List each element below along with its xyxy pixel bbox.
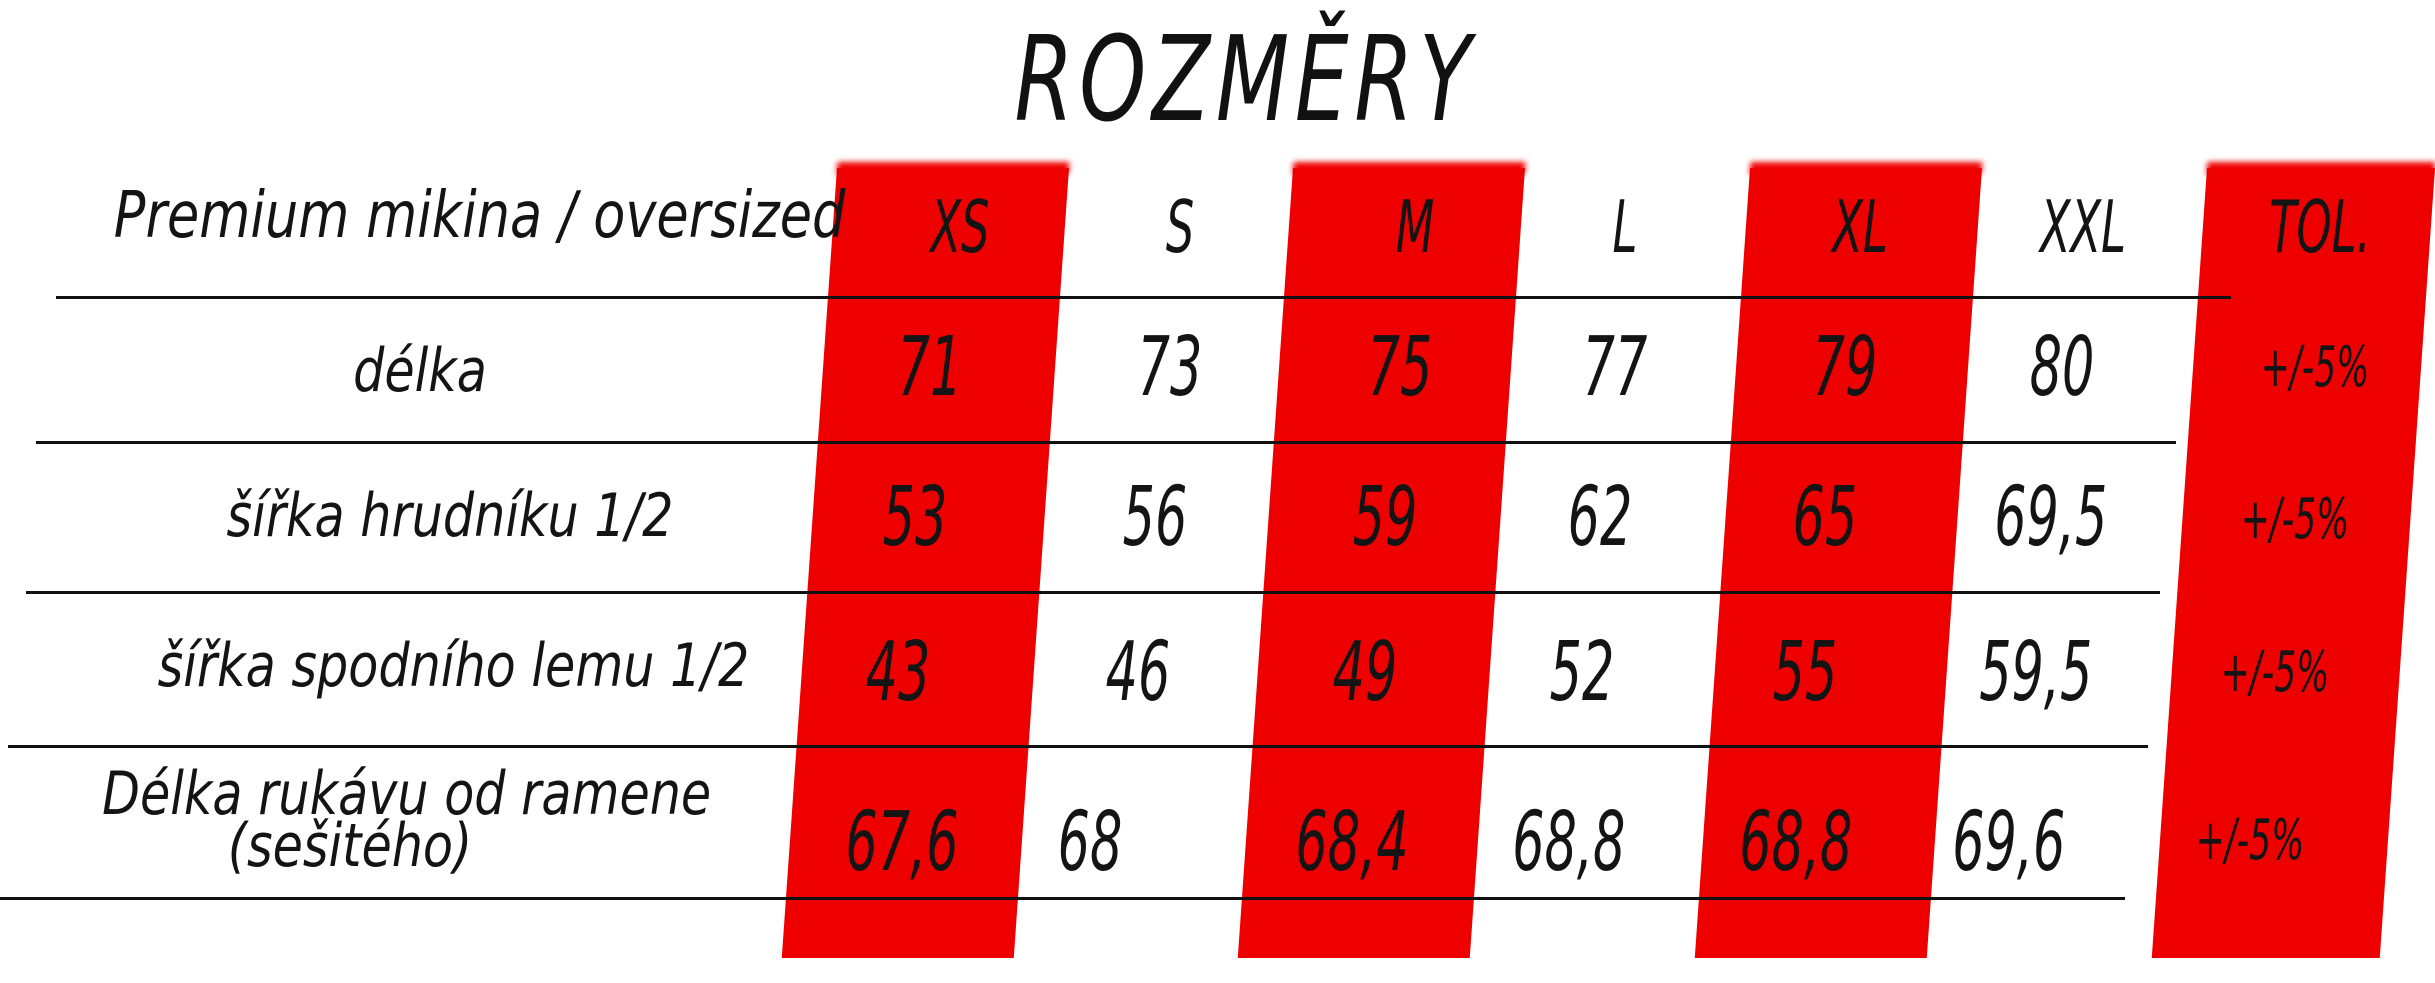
- value-cell: 46: [1105, 625, 1171, 720]
- size-header-l: L: [1612, 185, 1638, 269]
- size-header-m: M: [1395, 185, 1435, 269]
- row-label: šířka hrudníku 1/2: [226, 481, 674, 551]
- row-label-sub: (sešitého): [227, 811, 473, 881]
- tolerance-cell: +/-5%: [2220, 640, 2330, 705]
- value-cell: 77: [1582, 320, 1648, 415]
- value-cell: 68,8: [1739, 795, 1853, 890]
- page-title: ROZMĚRY: [1014, 10, 1477, 148]
- value-cell: 67,6: [845, 795, 959, 890]
- row-divider: [0, 897, 2125, 900]
- size-header-xs: XS: [930, 185, 990, 269]
- value-cell: 69,6: [1952, 795, 2066, 890]
- size-header-tol: TOL.: [2269, 185, 2371, 269]
- product-label: Premium mikina / oversized: [113, 179, 846, 253]
- value-cell: 68,4: [1295, 795, 1409, 890]
- size-header-xl: XL: [1832, 185, 1888, 269]
- value-cell: 49: [1332, 625, 1398, 720]
- value-cell: 59,5: [1979, 625, 2093, 720]
- value-cell: 62: [1567, 470, 1633, 565]
- value-cell: 73: [1137, 320, 1203, 415]
- row-divider: [36, 441, 2176, 444]
- value-cell: 69,5: [1994, 470, 2108, 565]
- value-cell: 68,8: [1512, 795, 1626, 890]
- row-divider: [56, 296, 2231, 299]
- tolerance-cell: +/-5%: [2240, 487, 2350, 552]
- row-divider: [8, 745, 2148, 748]
- row-label: Délka rukávu od ramene: [102, 759, 712, 829]
- value-cell: 43: [865, 625, 931, 720]
- value-cell: 75: [1367, 320, 1433, 415]
- value-cell: 56: [1122, 470, 1188, 565]
- value-cell: 55: [1772, 625, 1838, 720]
- value-cell: 53: [882, 470, 948, 565]
- value-cell: 80: [2029, 320, 2095, 415]
- tolerance-cell: +/-5%: [2260, 335, 2370, 400]
- value-cell: 52: [1549, 625, 1615, 720]
- row-divider: [26, 591, 2160, 594]
- row-label: šířka spodního lemu 1/2: [157, 631, 750, 701]
- value-cell: 65: [1792, 470, 1858, 565]
- value-cell: 68: [1057, 795, 1123, 890]
- value-cell: 79: [1812, 320, 1878, 415]
- size-header-xxl: XXL: [2039, 185, 2127, 269]
- tolerance-cell: +/-5%: [2195, 808, 2305, 873]
- value-cell: 71: [897, 320, 963, 415]
- row-label: délka: [353, 336, 487, 406]
- size-header-s: S: [1165, 185, 1195, 269]
- value-cell: 59: [1352, 470, 1418, 565]
